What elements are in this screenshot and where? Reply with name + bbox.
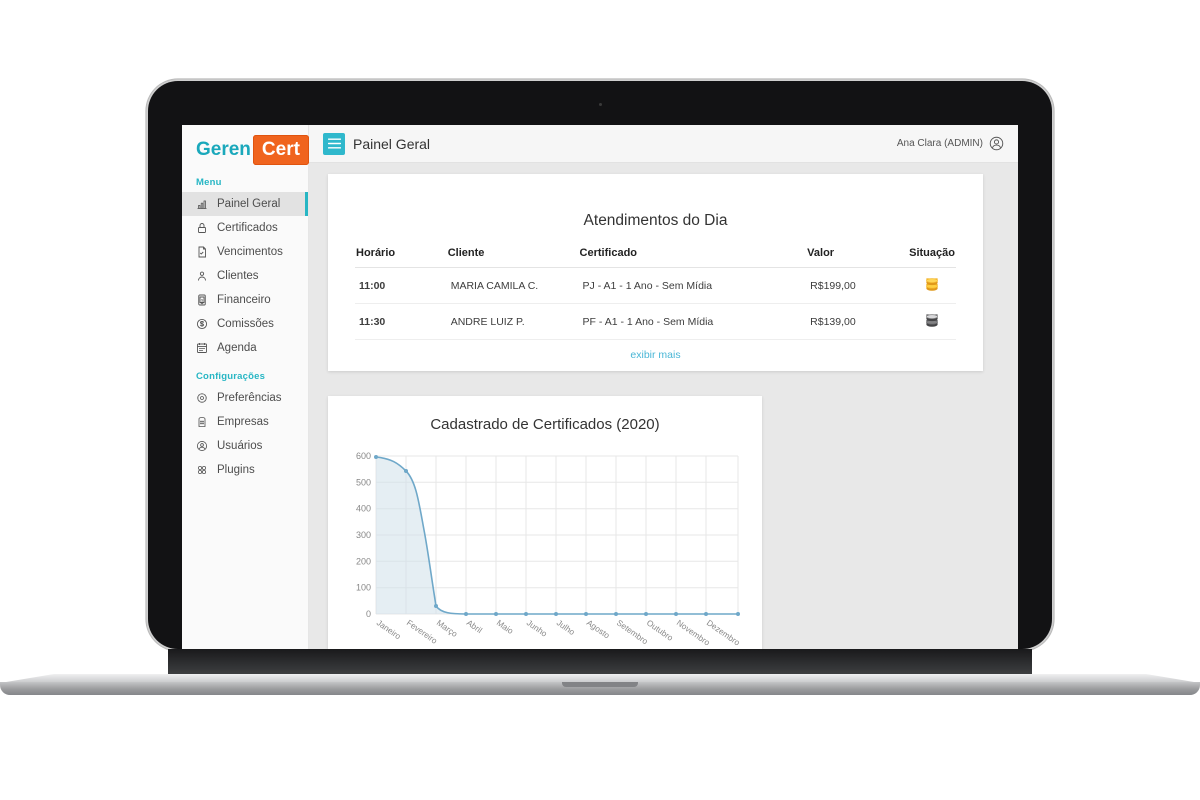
svg-text:400: 400 bbox=[356, 504, 371, 514]
svg-text:$: $ bbox=[201, 298, 204, 302]
svg-text:200: 200 bbox=[356, 556, 371, 566]
svg-text:Fevereiro: Fevereiro bbox=[405, 617, 440, 646]
svg-text:Dezembro: Dezembro bbox=[705, 617, 742, 647]
svg-text:Maio: Maio bbox=[495, 617, 516, 636]
svg-text:Outubro: Outubro bbox=[645, 617, 676, 643]
svg-text:Julho: Julho bbox=[555, 617, 577, 637]
svg-text:Março: Março bbox=[435, 617, 460, 639]
svg-text:Agosto: Agosto bbox=[585, 617, 612, 640]
svg-text:300: 300 bbox=[356, 530, 371, 540]
svg-text:Junho: Junho bbox=[525, 617, 550, 638]
svg-text:600: 600 bbox=[356, 451, 371, 461]
svg-text:Janeiro: Janeiro bbox=[375, 617, 403, 641]
svg-text:500: 500 bbox=[356, 477, 371, 487]
svg-text:100: 100 bbox=[356, 583, 371, 593]
svg-text:0: 0 bbox=[366, 609, 371, 619]
svg-text:Abril: Abril bbox=[465, 617, 484, 635]
svg-text:Setembro: Setembro bbox=[615, 617, 651, 646]
